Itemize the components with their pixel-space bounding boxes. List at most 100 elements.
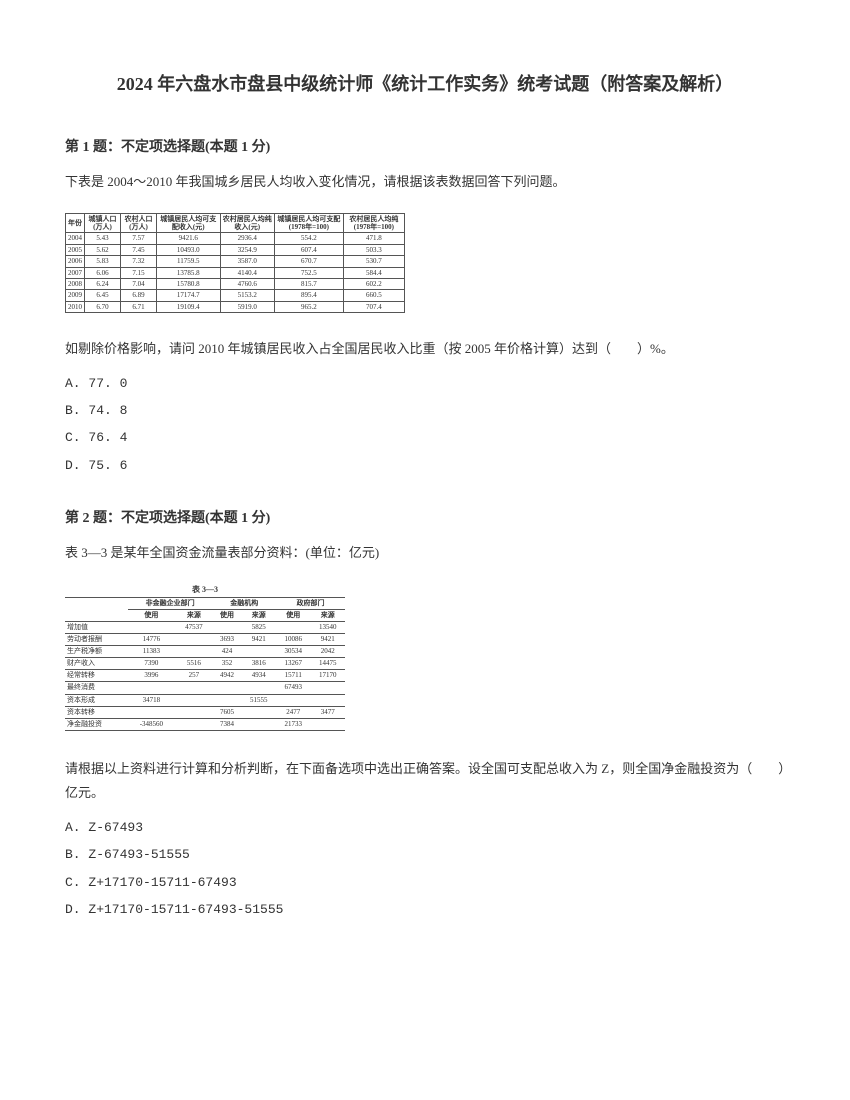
table-row: 20106.706.7119109.45919.0965.2707.4 — [66, 301, 405, 312]
table-cell: 3693 — [213, 634, 242, 646]
table-cell: 6.71 — [120, 301, 156, 312]
table-cell: 584.4 — [343, 267, 404, 278]
table-cell: 增加值 — [65, 621, 128, 633]
table-cell: 7.45 — [120, 244, 156, 255]
table-cell: 2477 — [276, 706, 310, 718]
table-cell: 14776 — [128, 634, 176, 646]
q2-table-section-header: 政府部门 — [276, 597, 345, 609]
table-cell: 503.3 — [343, 244, 404, 255]
table-row: 20076.067.1513785.84140.4752.5584.4 — [66, 267, 405, 278]
table-cell: 67493 — [276, 682, 310, 694]
table-cell: 7384 — [213, 718, 242, 730]
table-cell — [175, 682, 212, 694]
table-cell: 3587.0 — [220, 256, 274, 267]
table-row: 最终消费67493 — [65, 682, 345, 694]
table-cell: -348560 — [128, 718, 176, 730]
q2-table-section-header: 金融机构 — [213, 597, 276, 609]
q2-table-sub-header: 使用 — [128, 609, 176, 621]
table-cell: 15711 — [276, 670, 310, 682]
table-row: 资本形成3471851555 — [65, 694, 345, 706]
table-row: 20065.837.3211759.53587.0670.7530.7 — [66, 256, 405, 267]
table-cell: 9421.6 — [156, 233, 220, 244]
q1-option-b: B. 74. 8 — [65, 397, 785, 424]
table-cell: 生产税净额 — [65, 646, 128, 658]
table-cell — [175, 694, 212, 706]
table-cell: 9421 — [241, 634, 275, 646]
table-cell: 530.7 — [343, 256, 404, 267]
table-row: 20055.627.4510493.03254.9607.4503.3 — [66, 244, 405, 255]
q1-table-header-cell: 农村居民人均纯收入(元) — [220, 213, 274, 233]
table-cell: 财产收入 — [65, 658, 128, 670]
table-cell — [175, 718, 212, 730]
table-cell: 7.32 — [120, 256, 156, 267]
table-cell: 5.62 — [85, 244, 121, 255]
q2-table-blank-header — [65, 597, 128, 621]
table-cell — [310, 718, 345, 730]
table-cell: 净金融投资 — [65, 718, 128, 730]
table-cell: 670.7 — [274, 256, 343, 267]
table-cell: 6.24 — [85, 279, 121, 290]
table-cell — [175, 706, 212, 718]
table-cell: 895.4 — [274, 290, 343, 301]
table-row: 劳动者报酬1477636939421100869421 — [65, 634, 345, 646]
table-cell: 424 — [213, 646, 242, 658]
table-cell: 5.43 — [85, 233, 121, 244]
table-cell: 30534 — [276, 646, 310, 658]
table-cell: 3477 — [310, 706, 345, 718]
q1-option-c: C. 76. 4 — [65, 424, 785, 451]
q1-option-d: D. 75. 6 — [65, 452, 785, 479]
table-cell: 7.04 — [120, 279, 156, 290]
table-cell: 554.2 — [274, 233, 343, 244]
table-row: 经常转移3996257494249341571117170 — [65, 670, 345, 682]
table-cell: 17170 — [310, 670, 345, 682]
q2-header: 第 2 题：不定项选择题(本题 1 分) — [65, 507, 785, 527]
table-cell: 13785.8 — [156, 267, 220, 278]
q1-option-a: A. 77. 0 — [65, 370, 785, 397]
q2-table-sub-header: 来源 — [241, 609, 275, 621]
q1-table-header-cell: 城镇居民人均可支配收入(元) — [156, 213, 220, 233]
q1-table: 年份城镇人口(万人)农村人口(万人)城镇居民人均可支配收入(元)农村居民人均纯收… — [65, 213, 405, 314]
table-cell — [241, 646, 275, 658]
table-cell — [175, 634, 212, 646]
table-cell: 11383 — [128, 646, 176, 658]
q1-header: 第 1 题：不定项选择题(本题 1 分) — [65, 136, 785, 156]
q1-table-header-cell: 农村人口(万人) — [120, 213, 156, 233]
q2-table-wrapper: 表 3—3 非金融企业部门金融机构政府部门 使用来源使用来源使用来源 增加值47… — [65, 584, 785, 731]
table-cell: 2006 — [66, 256, 85, 267]
table-cell: 14475 — [310, 658, 345, 670]
table-cell: 10493.0 — [156, 244, 220, 255]
table-cell — [128, 621, 176, 633]
table-cell: 5516 — [175, 658, 212, 670]
table-row: 财产收入7390551635238161326714475 — [65, 658, 345, 670]
table-cell — [128, 682, 176, 694]
table-cell: 3996 — [128, 670, 176, 682]
q1-table-header-cell: 年份 — [66, 213, 85, 233]
table-cell: 7.57 — [120, 233, 156, 244]
table-cell — [276, 621, 310, 633]
table-cell: 4934 — [241, 670, 275, 682]
table-row: 20045.437.579421.62936.4554.2471.8 — [66, 233, 405, 244]
table-cell: 471.8 — [343, 233, 404, 244]
table-cell: 607.4 — [274, 244, 343, 255]
table-cell: 7390 — [128, 658, 176, 670]
q2-option-c: C. Z+17170-15711-67493 — [65, 869, 785, 896]
table-cell: 5825 — [241, 621, 275, 633]
q2-option-a: A. Z-67493 — [65, 814, 785, 841]
q2-option-b: B. Z-67493-51555 — [65, 841, 785, 868]
table-cell: 17174.7 — [156, 290, 220, 301]
table-cell — [241, 718, 275, 730]
table-cell — [213, 694, 242, 706]
table-cell: 2009 — [66, 290, 85, 301]
table-cell: 9421 — [310, 634, 345, 646]
table-cell: 2008 — [66, 279, 85, 290]
table-cell — [276, 694, 310, 706]
q1-table-header-cell: 城镇人口(万人) — [85, 213, 121, 233]
table-cell: 4942 — [213, 670, 242, 682]
q1-table-header-cell: 城镇居民人均可支配(1978年=100) — [274, 213, 343, 233]
table-cell — [175, 646, 212, 658]
q2-table-section-header: 非金融企业部门 — [128, 597, 213, 609]
table-cell: 5.83 — [85, 256, 121, 267]
q2-table-caption: 表 3—3 — [65, 584, 345, 595]
table-cell: 7.15 — [120, 267, 156, 278]
q1-options: A. 77. 0 B. 74. 8 C. 76. 4 D. 75. 6 — [65, 370, 785, 479]
